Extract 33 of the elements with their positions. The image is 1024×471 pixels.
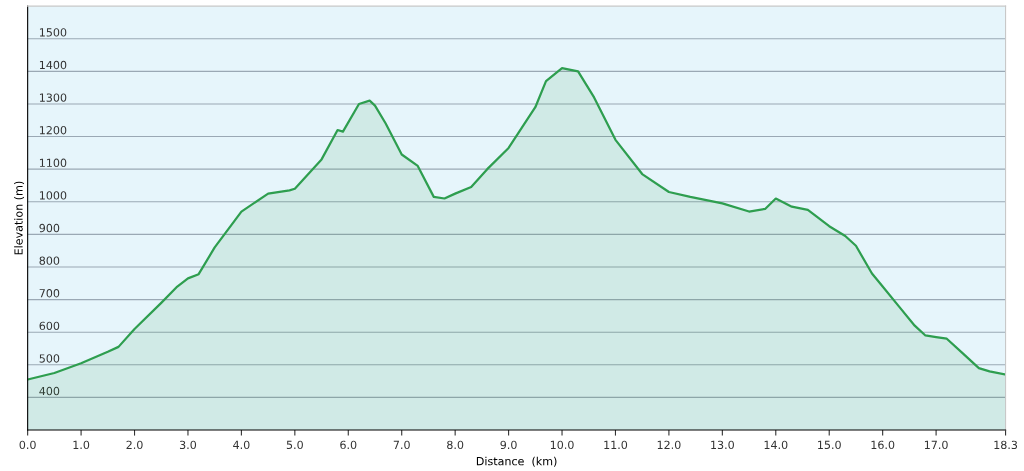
x-tick-label: 5.0 — [286, 440, 303, 450]
y-tick-label: 900 — [39, 223, 60, 233]
x-tick-label: 9.0 — [500, 440, 517, 450]
x-tick-label: 4.0 — [233, 440, 250, 450]
x-tick-label: 8.0 — [447, 440, 464, 450]
x-tick-label: 10.0 — [550, 440, 574, 450]
x-tick-label: 17.0 — [924, 440, 948, 450]
x-axis-title: Distance (km) — [476, 456, 557, 467]
x-tick-label: 6.0 — [340, 440, 357, 450]
y-tick-label: 500 — [39, 354, 60, 363]
x-tick-label: 16.0 — [871, 440, 895, 450]
x-tick-label: 12.0 — [657, 440, 681, 450]
y-tick-label: 1400 — [39, 60, 67, 70]
y-tick-label: 400 — [39, 386, 60, 396]
y-axis-title: Elevation (m) — [14, 181, 25, 255]
y-tick-label: 1500 — [39, 28, 67, 37]
x-tick-label: 15.0 — [818, 440, 841, 450]
x-tick-label: 18.3 — [994, 440, 1018, 450]
x-tick-label: 13.0 — [711, 440, 734, 450]
y-tick-label: 700 — [39, 289, 60, 298]
y-tick-label: 600 — [39, 321, 60, 331]
y-tick-label: 1300 — [39, 93, 67, 102]
x-tick-label: 14.0 — [764, 440, 788, 450]
x-tick-label: 0.0 — [19, 440, 36, 450]
x-tick-label: 3.0 — [179, 440, 197, 450]
x-tick-label: 7.0 — [393, 440, 410, 450]
y-tick-label: 1100 — [39, 158, 67, 168]
y-tick-label: 1000 — [39, 191, 67, 200]
x-tick-label: 1.0 — [73, 440, 90, 450]
x-tick-label: 2.0 — [126, 440, 143, 450]
x-tick-label: 11.0 — [604, 440, 628, 450]
y-tick-label: 800 — [39, 256, 60, 265]
y-tick-label: 1200 — [39, 126, 67, 135]
